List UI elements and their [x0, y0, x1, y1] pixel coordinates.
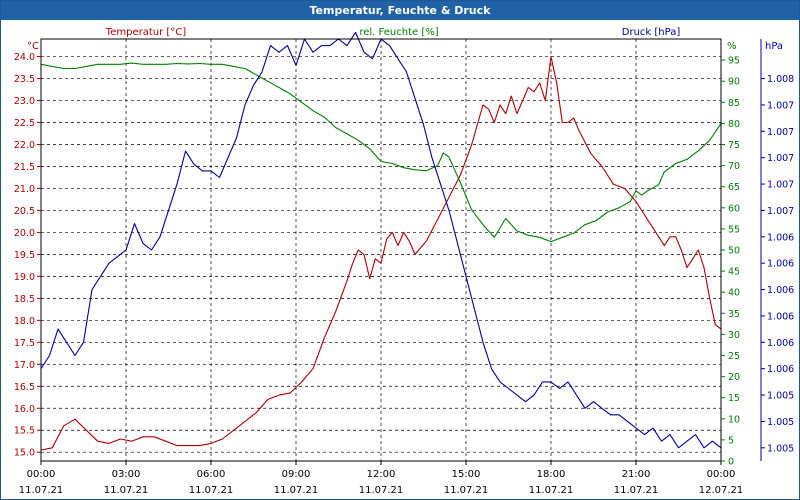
humidity-tick-label: 35 — [728, 309, 740, 320]
chart-canvas: 15.0 15.5 16.0 16.5 17.0 17.5 18.0 18.5 19.0 19.5… — [14, 27, 794, 496]
humidity-tick-label: 55 — [728, 224, 740, 235]
pressure-tick-label: 1.006 — [767, 338, 794, 349]
pressure-unit-label: hPa — [765, 41, 783, 52]
temp-tick-label: 19.5 — [14, 250, 35, 261]
humidity-tick-label: 40 — [728, 288, 740, 299]
humidity-tick-label: 20 — [728, 372, 740, 383]
humidity-tick-label: 25 — [728, 351, 740, 362]
humidity-tick-label: 50 — [728, 246, 740, 257]
temp-tick-label: 16.5 — [14, 382, 35, 393]
time-tick-label: 15:00 — [452, 469, 481, 480]
pressure-tick-label: 1.005 — [767, 391, 794, 402]
temp-axis: 15.0 15.5 16.0 16.5 17.0 17.5 18.0 18.5 19.0 19.5… — [14, 52, 41, 459]
humidity-tick-label: 75 — [728, 140, 740, 151]
pressure-tick-label: 1.006 — [767, 232, 794, 243]
humidity-tick-label: 85 — [728, 98, 740, 109]
temp-tick-label: 18.5 — [14, 294, 35, 305]
date-tick-label: 11.07.21 — [359, 485, 404, 496]
pressure-tick-label: 1.006 — [767, 259, 794, 270]
time-tick-label: 00:00 — [27, 469, 56, 480]
temp-tick-label: 17.0 — [14, 360, 35, 371]
humidity-tick-label: 60 — [728, 203, 740, 214]
time-axis: 00:00 11.07.21 03:00 11.07.21 06:00 11.07.21 0… — [19, 461, 744, 496]
pressure-tick-label: 1.007 — [767, 100, 794, 111]
humidity-tick-label: 0 — [728, 457, 734, 468]
pressure-tick-label: 1.007 — [767, 153, 794, 164]
humidity-tick-label: 15 — [728, 393, 740, 404]
pressure-tick-label: 1.006 — [767, 311, 794, 322]
humidity-tick-label: 70 — [728, 161, 740, 172]
humidity-line — [40, 62, 722, 243]
temp-tick-label: 19.0 — [14, 272, 35, 283]
temp-tick-label: 21.0 — [14, 184, 35, 195]
date-tick-label: 11.07.21 — [444, 485, 489, 496]
date-tick-label: 11.07.21 — [19, 485, 64, 496]
humidity-tick-label: 5 — [728, 435, 734, 446]
pressure-tick-label: 1.007 — [767, 206, 794, 217]
humidity-tick-label: 65 — [728, 182, 740, 193]
humidity-unit-label: % — [727, 41, 737, 52]
date-tick-label: 11.07.21 — [274, 485, 319, 496]
humidity-tick-label: 10 — [728, 414, 740, 425]
humidity-tick-label: 30 — [728, 330, 740, 341]
pressure-tick-label: 1.005 — [767, 417, 794, 428]
humidity-tick-label: 45 — [728, 267, 740, 278]
date-tick-label: 11.07.21 — [614, 485, 659, 496]
temp-tick-label: 20.0 — [14, 228, 35, 239]
temp-tick-label: 21.5 — [14, 162, 35, 173]
pressure-tick-label: 1.006 — [767, 285, 794, 296]
pressure-tick-label: 1.006 — [767, 364, 794, 375]
temp-tick-label: 15.0 — [14, 448, 35, 459]
date-tick-label: 11.07.21 — [104, 485, 149, 496]
pressure-tick-label: 1.008 — [767, 74, 794, 85]
pressure-axis-title: Druck [hPa] — [622, 27, 681, 38]
date-tick-label: 11.07.21 — [529, 485, 574, 496]
humidity-tick-label: 90 — [728, 77, 740, 88]
temp-tick-label: 23.5 — [14, 74, 35, 85]
time-tick-label: 21:00 — [622, 469, 651, 480]
time-tick-label: 12:00 — [367, 469, 396, 480]
temp-tick-label: 20.5 — [14, 206, 35, 217]
temp-axis-title: Temperatur [°C] — [105, 27, 186, 38]
temp-tick-label: 16.0 — [14, 404, 35, 415]
time-tick-label: 18:00 — [537, 469, 566, 480]
time-tick-label: 06:00 — [197, 469, 226, 480]
temp-tick-label: 17.5 — [14, 338, 35, 349]
humidity-axis-title: rel. Feuchte [%] — [359, 27, 438, 38]
temp-tick-label: 22.0 — [14, 140, 35, 151]
temp-tick-label: 23.0 — [14, 96, 35, 107]
humidity-tick-label: 80 — [728, 119, 740, 130]
temp-tick-label: 15.5 — [14, 426, 35, 437]
time-tick-label: 00:00 — [707, 469, 736, 480]
humidity-tick-label: 95 — [728, 56, 740, 67]
date-tick-label: 12.07.21 — [699, 485, 744, 496]
temp-unit-label: °C — [27, 41, 39, 52]
pressure-tick-label: 1.007 — [767, 127, 794, 138]
temp-tick-label: 24.0 — [14, 52, 35, 63]
temp-tick-label: 22.5 — [14, 118, 35, 129]
grid — [41, 39, 721, 461]
humidity-axis: 0 5 10 15 20 25 30 35 40 45 50 55 60 65 70 75 80 85 90 95 — [721, 56, 740, 468]
time-tick-label: 03:00 — [112, 469, 141, 480]
temp-tick-label: 18.0 — [14, 316, 35, 327]
pressure-tick-label: 1.007 — [767, 180, 794, 191]
window-title: Temperatur, Feuchte & Druck — [1, 1, 799, 20]
pressure-tick-label: 1.005 — [767, 443, 794, 454]
time-tick-label: 09:00 — [282, 469, 311, 480]
pressure-axis: 1.005 1.005 1.005 1.006 1.006 1.006 1.006 1.006… — [760, 39, 794, 461]
date-tick-label: 11.07.21 — [189, 485, 234, 496]
